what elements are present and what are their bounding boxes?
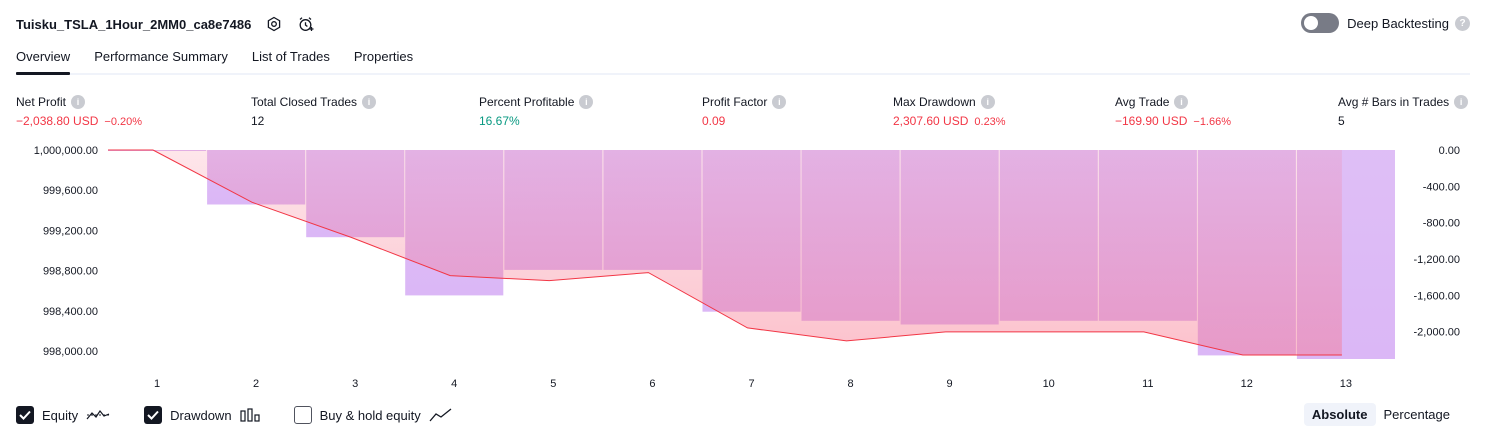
x-axis-tick: 2 [253,378,259,390]
metric-profit-factor: Profit Factor i 0.09 [702,94,787,130]
metric-value: −169.90 USD [1115,114,1188,128]
toggle-knob [1304,16,1319,30]
equity-drawdown-chart: 1,000,000.00 999,600.00 999,200.00 998,800.… [34,145,1460,390]
x-axis-tick: 3 [352,378,358,390]
tab-properties[interactable]: Properties [353,49,414,64]
x-axis-tick: 12 [1241,378,1253,390]
left-axis-tick: 998,800.00 [43,266,98,278]
metric-value: −2,038.80 USD [16,114,99,128]
right-axis-tick: -2,000.00 [1414,327,1460,339]
info-icon[interactable]: i [1454,95,1469,109]
x-axis-tick: 6 [649,378,655,390]
drawdown-bars-icon [239,408,260,422]
metric-value: 12 [251,114,265,128]
metric-label: Net Profit [16,95,67,109]
right-axis-tick: -1,600.00 [1414,290,1460,302]
display-mode-switch: Absolute Percentage [1303,403,1458,426]
legend-equity[interactable]: Equity [16,406,110,424]
metric-label: Total Closed Trades [251,95,358,109]
x-axis-tick: 1 [154,378,160,390]
metric-total-closed-trades: Total Closed Trades i 12 [251,94,377,130]
x-axis-tick: 7 [748,378,754,390]
strategy-title-row: Tuisku_TSLA_1Hour_2MM0_ca8e7486 [16,12,315,36]
left-axis-tick: 998,400.00 [43,306,98,318]
buy-hold-line-icon [429,408,453,422]
metric-avg-bars: Avg # Bars in Trades i 5 [1338,94,1469,130]
metric-label: Profit Factor [702,95,768,109]
help-icon[interactable]: ? [1455,15,1470,31]
report-tabs: Overview Performance Summary List of Tra… [16,46,1470,75]
metric-net-profit: Net Profit i −2,038.80 USD −0.20% [16,94,142,130]
equity-checkbox[interactable] [16,406,34,424]
metric-percent: −0.20% [104,116,143,128]
add-alert-icon[interactable] [297,15,315,33]
right-axis-tick: -800.00 [1423,218,1460,230]
legend-drawdown-label: Drawdown [170,407,232,423]
metric-label: Avg # Bars in Trades [1338,95,1450,109]
right-axis-tick: -1,200.00 [1414,254,1460,266]
settings-icon[interactable] [265,15,283,33]
metric-avg-trade: Avg Trade i −169.90 USD −1.66% [1115,94,1231,130]
metric-value: 5 [1338,114,1345,128]
metric-value: 2,307.60 USD [893,114,969,128]
left-axis-tick: 1,000,000.00 [34,145,98,157]
metric-percent: 0.23% [974,116,1006,128]
deep-backtesting-control: Deep Backtesting ? [1301,13,1470,33]
legend-equity-label: Equity [42,407,79,423]
drawdown-checkbox[interactable] [144,406,163,424]
deep-backtesting-label: Deep Backtesting [1347,15,1449,31]
metric-max-drawdown: Max Drawdown i 2,307.60 USD 0.23% [893,94,1006,130]
tab-performance-summary[interactable]: Performance Summary [94,49,228,64]
absolute-button[interactable]: Absolute [1303,403,1376,426]
metric-label: Avg Trade [1115,95,1170,109]
info-icon[interactable]: i [1174,95,1189,109]
x-axis-tick: 13 [1340,378,1352,390]
info-icon[interactable]: i [772,95,787,109]
info-icon[interactable]: i [362,95,377,109]
equity-area [153,150,1342,355]
info-icon[interactable]: i [579,95,594,109]
left-axis-tick: 999,600.00 [43,185,98,197]
metric-percent: −1.66% [1193,116,1232,128]
metric-label: Percent Profitable [479,95,575,109]
legend-buy-hold[interactable]: Buy & hold equity [293,406,453,424]
x-axis-tick: 8 [847,378,853,390]
metric-value: 0.09 [702,114,726,128]
right-axis-tick: 0.00 [1439,145,1460,157]
strategy-name: Tuisku_TSLA_1Hour_2MM0_ca8e7486 [16,16,252,32]
x-axis-tick: 10 [1043,378,1055,390]
x-axis-tick: 4 [451,378,457,390]
info-icon[interactable]: i [980,95,995,109]
x-axis-tick: 9 [947,378,953,390]
percentage-button[interactable]: Percentage [1383,407,1451,422]
metric-value: 16.67% [479,114,520,128]
deep-backtesting-toggle[interactable] [1301,13,1340,33]
legend-buy-hold-label: Buy & hold equity [319,407,421,423]
left-axis-tick: 999,200.00 [43,225,98,237]
buy-hold-checkbox[interactable] [293,406,312,424]
chart-legend-bar: Equity Drawdown Buy & hold equity Absolu… [16,403,1470,427]
left-axis-tick: 998,000.00 [43,346,98,358]
metric-label: Max Drawdown [893,95,976,109]
equity-line-icon [86,408,110,422]
x-axis-tick: 11 [1142,378,1153,390]
tab-list-of-trades[interactable]: List of Trades [251,49,330,64]
tab-overview[interactable]: Overview [16,46,71,75]
right-axis-tick: -400.00 [1423,181,1460,193]
metric-percent-profitable: Percent Profitable i 16.67% [479,94,594,130]
x-axis-tick: 5 [550,378,556,390]
info-icon[interactable]: i [71,95,86,109]
legend-drawdown[interactable]: Drawdown [144,406,260,424]
